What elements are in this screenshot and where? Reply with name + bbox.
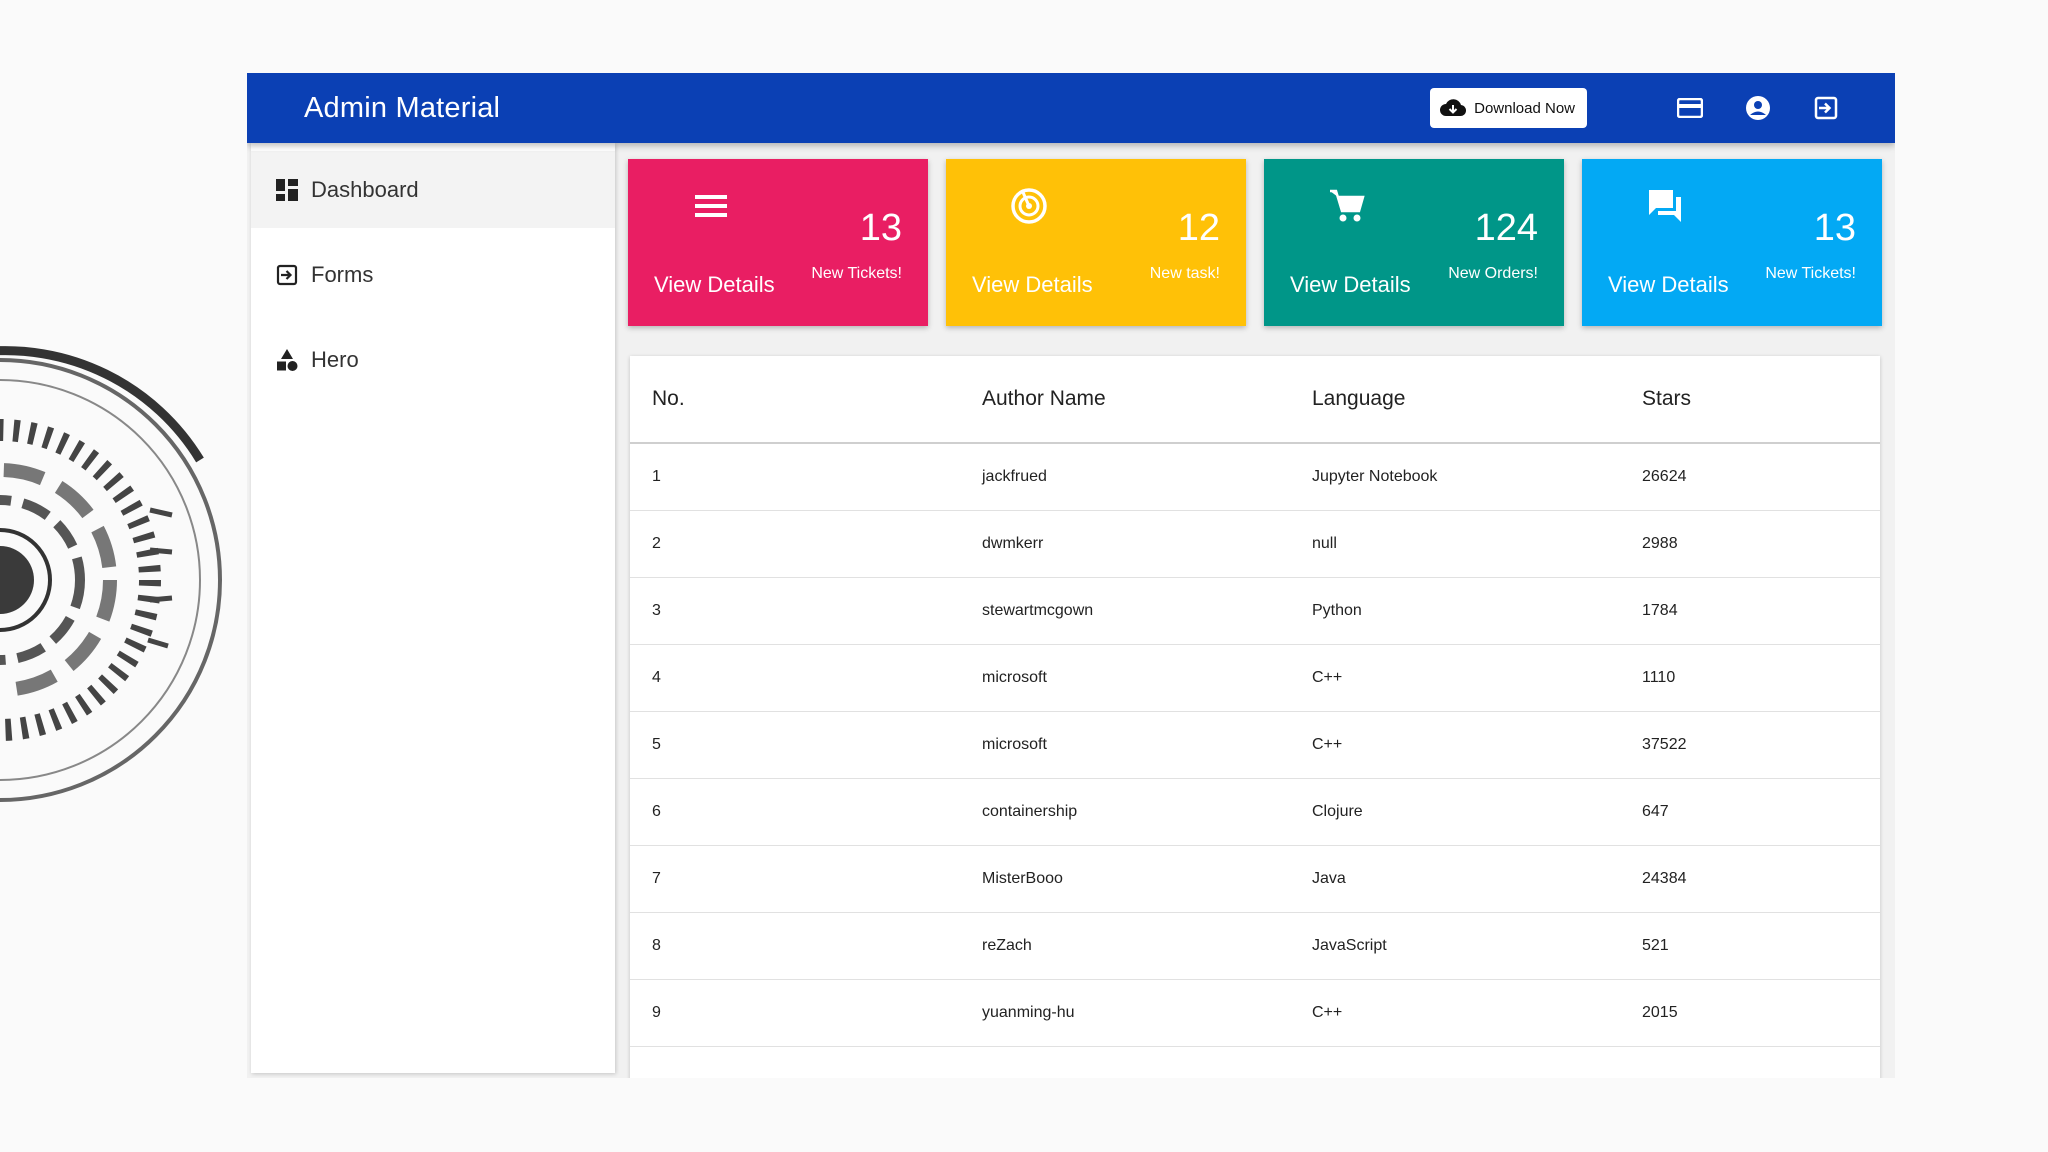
cell-language: C++ [1290, 644, 1620, 712]
stat-card-tickets-2[interactable]: 13 View Details New Tickets! [1582, 159, 1882, 326]
column-header-no[interactable]: No. [630, 356, 960, 444]
cell-language: Jupyter Notebook [1290, 443, 1620, 511]
table-row[interactable]: 7 MisterBooo Java 24384 [630, 845, 1880, 913]
top-app-bar: Admin Material Download Now [247, 73, 1895, 143]
sidebar: Dashboard Forms Hero [251, 143, 615, 1073]
table-row[interactable]: 6 containership Clojure 647 [630, 778, 1880, 846]
cell-no: 9 [630, 979, 960, 1047]
cell-no: 1 [630, 443, 960, 511]
cell-author: MisterBooo [960, 845, 1290, 913]
dashboard-icon [275, 178, 299, 202]
target-icon [1011, 188, 1047, 224]
cell-author: reZach [960, 912, 1290, 980]
sidebar-item-label: Hero [311, 346, 359, 372]
view-details-link[interactable]: View Details [972, 272, 1093, 297]
cell-stars: 26624 [1620, 443, 1880, 511]
stat-caption: New task! [1149, 265, 1220, 282]
cell-author: microsoft [960, 711, 1290, 779]
cell-no: 5 [630, 711, 960, 779]
download-now-button[interactable]: Download Now [1430, 88, 1587, 128]
cell-stars: 24384 [1620, 845, 1880, 913]
cell-language: JavaScript [1290, 912, 1620, 980]
cell-language: null [1290, 510, 1620, 578]
cell-author: containership [960, 778, 1290, 846]
cell-language: Java [1290, 845, 1620, 913]
sidebar-item-dashboard[interactable]: Dashboard [251, 151, 615, 228]
table-row[interactable]: 4 microsoft C++ 1110 [630, 644, 1880, 712]
app-window: Admin Material Download Now Dashboard [247, 73, 1895, 1078]
stat-card-tasks[interactable]: 12 View Details New task! [946, 159, 1246, 326]
main-content: 13 View Details New Tickets! 12 View Det… [615, 143, 1895, 1078]
menu-icon [695, 195, 727, 217]
table-row[interactable]: 2 dwmkerr null 2988 [630, 510, 1880, 578]
sidebar-item-label: Forms [311, 261, 374, 287]
view-details-link[interactable]: View Details [1290, 272, 1411, 297]
cell-language: C++ [1290, 979, 1620, 1047]
cell-stars: 37522 [1620, 711, 1880, 779]
stat-caption: New Orders! [1448, 265, 1538, 282]
cell-stars: 1784 [1620, 577, 1880, 645]
column-header-stars[interactable]: Stars [1620, 356, 1880, 444]
repositories-table: No. Author Name Language Stars 1 jackfrue… [630, 356, 1880, 1047]
cell-language: Python [1290, 577, 1620, 645]
table-row[interactable]: 5 microsoft C++ 37522 [630, 711, 1880, 779]
stat-card-tickets[interactable]: 13 View Details New Tickets! [628, 159, 928, 326]
stat-count: 13 [1813, 207, 1856, 249]
cell-author: jackfrued [960, 443, 1290, 511]
login-icon [275, 263, 299, 287]
table-row[interactable]: 3 stewartmcgown Python 1784 [630, 577, 1880, 645]
stat-count: 12 [1177, 207, 1220, 249]
cell-no: 3 [630, 577, 960, 645]
cell-author: yuanming-hu [960, 979, 1290, 1047]
forum-icon [1649, 190, 1681, 222]
stat-count: 124 [1474, 207, 1538, 249]
cart-icon [1330, 189, 1365, 222]
view-details-link[interactable]: View Details [654, 272, 775, 297]
cell-stars: 2988 [1620, 510, 1880, 578]
table-row[interactable]: 8 reZach JavaScript 521 [630, 912, 1880, 980]
cell-no: 6 [630, 778, 960, 846]
view-details-link[interactable]: View Details [1608, 272, 1729, 297]
table-row[interactable]: 1 jackfrued Jupyter Notebook 26624 [630, 443, 1880, 511]
stat-caption: New Tickets! [811, 265, 902, 282]
cell-stars: 1110 [1620, 644, 1880, 712]
account-circle-icon[interactable] [1741, 91, 1775, 125]
sidebar-item-forms[interactable]: Forms [251, 236, 615, 313]
card-icon[interactable] [1673, 91, 1707, 125]
cell-language: C++ [1290, 711, 1620, 779]
cell-author: stewartmcgown [960, 577, 1290, 645]
column-header-language[interactable]: Language [1290, 356, 1620, 444]
cell-no: 8 [630, 912, 960, 980]
stat-count: 13 [859, 207, 902, 249]
repositories-table-card: No. Author Name Language Stars 1 jackfrue… [630, 356, 1880, 1078]
cell-no: 4 [630, 644, 960, 712]
cell-stars: 2015 [1620, 979, 1880, 1047]
cell-no: 2 [630, 510, 960, 578]
cell-author: dwmkerr [960, 510, 1290, 578]
cell-stars: 647 [1620, 778, 1880, 846]
logout-icon[interactable] [1809, 91, 1843, 125]
stat-card-orders[interactable]: 124 View Details New Orders! [1264, 159, 1564, 326]
cell-stars: 521 [1620, 912, 1880, 980]
decorative-dial-graphic [0, 346, 222, 802]
cloud-download-icon [1440, 99, 1467, 117]
app-title: Admin Material [304, 91, 501, 124]
table-header-row: No. Author Name Language Stars [630, 356, 1880, 444]
table-row[interactable]: 9 yuanming-hu C++ 2015 [630, 979, 1880, 1047]
column-header-author-name[interactable]: Author Name [960, 356, 1290, 444]
sidebar-item-label: Dashboard [311, 176, 419, 202]
stats-cards: 13 View Details New Tickets! 12 View Det… [628, 159, 1883, 326]
stat-caption: New Tickets! [1765, 265, 1856, 282]
sidebar-item-hero[interactable]: Hero [251, 321, 615, 398]
cell-author: microsoft [960, 644, 1290, 712]
download-now-label: Download Now [1474, 99, 1575, 117]
category-icon [275, 348, 299, 372]
cell-no: 7 [630, 845, 960, 913]
cell-language: Clojure [1290, 778, 1620, 846]
